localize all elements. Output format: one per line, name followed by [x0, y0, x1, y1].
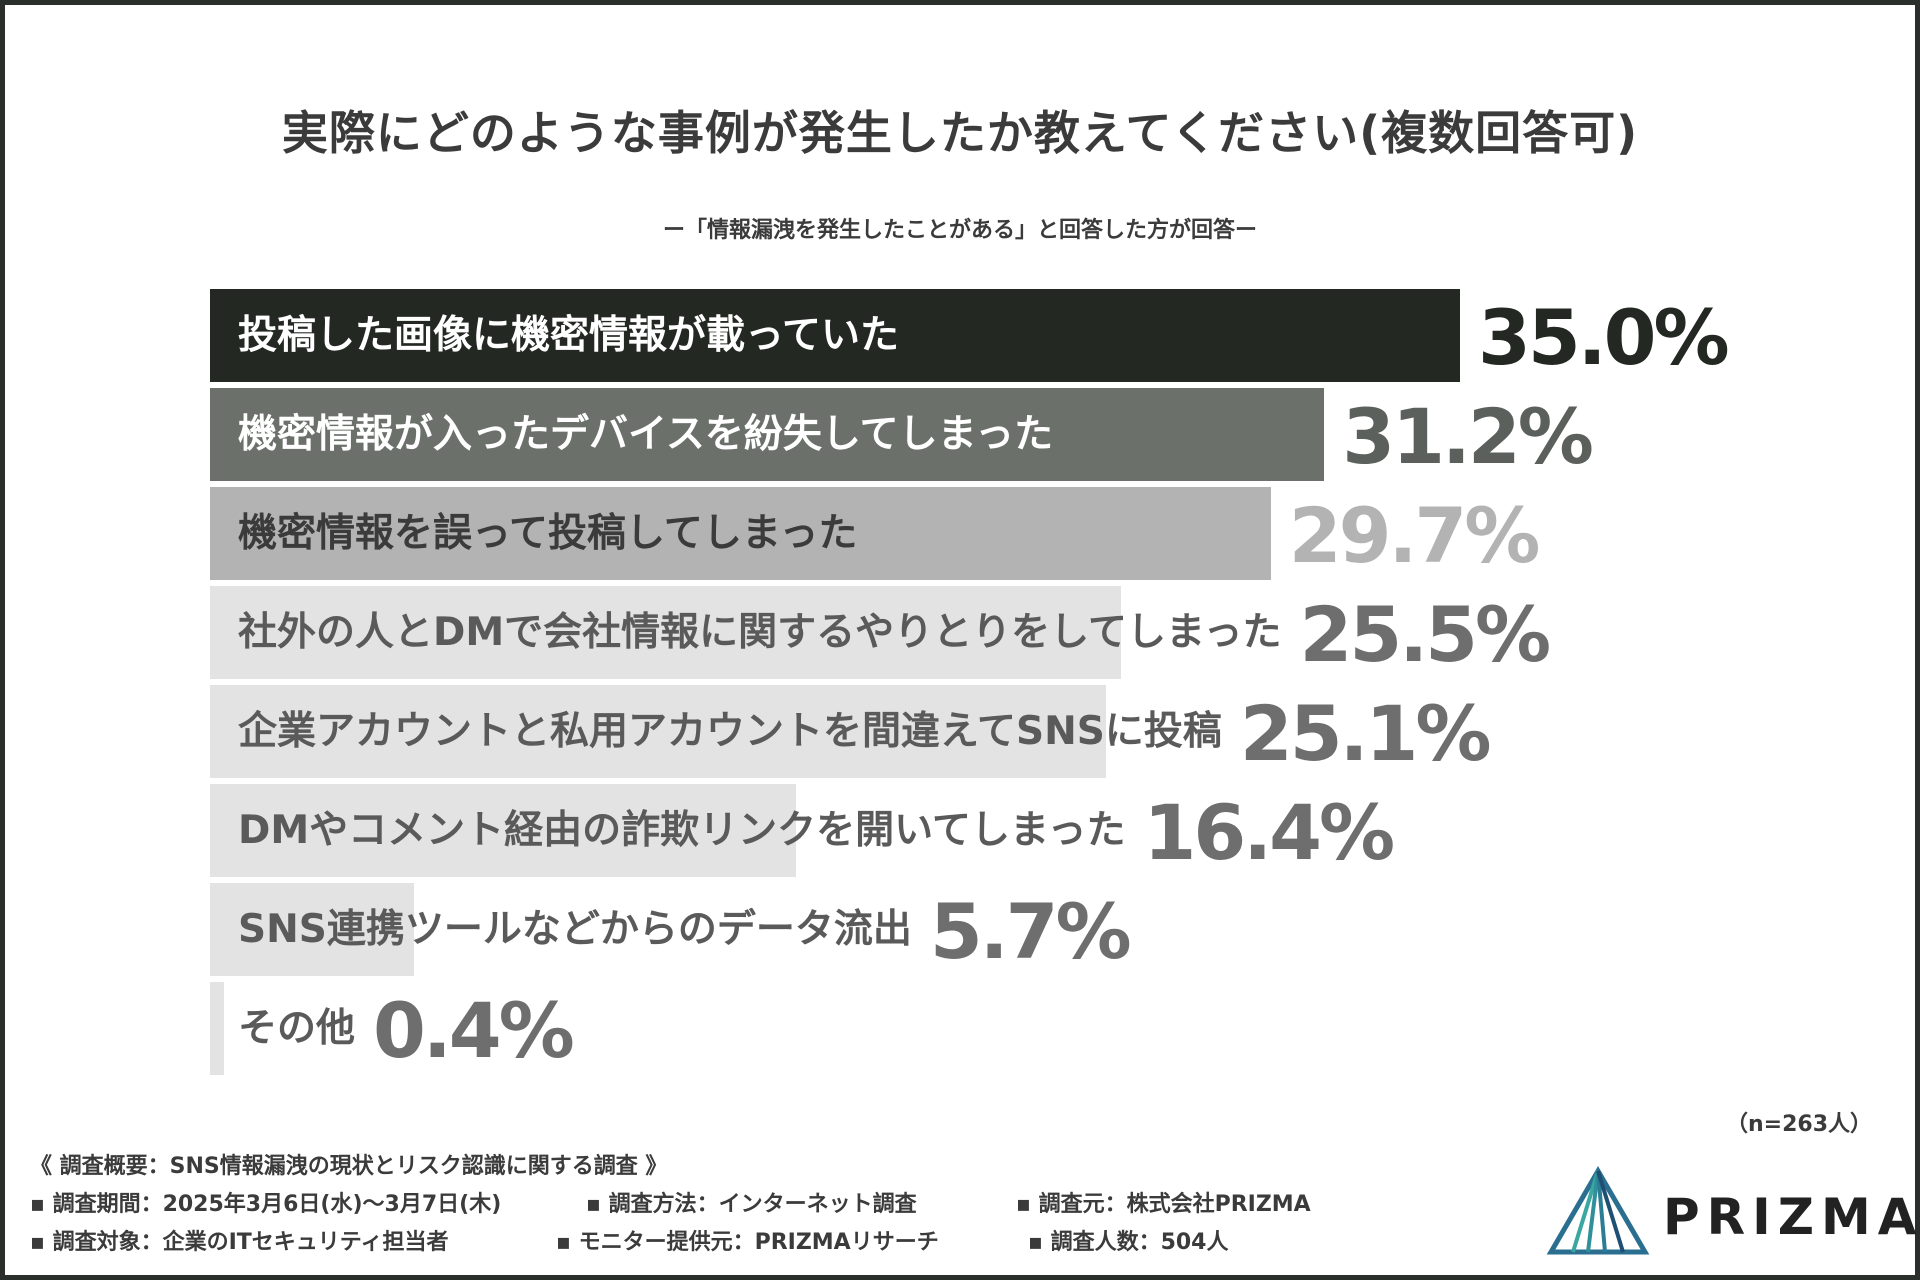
chart-subtitle: ー「情報漏洩を発生したことがある」と回答した方が回答ー [662, 218, 1257, 243]
prizma-mountain-icon [1546, 1166, 1650, 1255]
bar-label-8: その他 [238, 1006, 356, 1051]
sample-size: （n=263人） [1726, 1112, 1873, 1137]
bar-8 [210, 982, 225, 1075]
survey-target: ▪ 調査対象：企業のITセキュリティ担当者 [30, 1230, 449, 1255]
bar-5 [210, 685, 1107, 778]
bar-1 [210, 289, 1460, 382]
bar-label-3: 機密情報を誤って投稿してしまった [238, 511, 858, 556]
survey-source: ▪ 調査元：株式会社PRIZMA [1016, 1192, 1311, 1217]
bar-7 [210, 883, 414, 976]
bar-2 [210, 388, 1325, 481]
bar-value-8: 0.4% [373, 986, 575, 1075]
bar-label-4: 社外の人とDMで会社情報に関するやりとりをしてしまった [238, 610, 1282, 655]
bar-3 [210, 487, 1271, 580]
prizma-logo-text: PRIZMA [1663, 1188, 1920, 1246]
survey-heading: 《 調査概要：SNS情報漏洩の現状とリスク認識に関する調査 》 [30, 1154, 668, 1179]
bar-6 [210, 784, 796, 877]
survey-method: ▪ 調査方法：インターネット調査 [586, 1192, 917, 1217]
bar-label-5: 企業アカウントと私用アカウントを間違えてSNSに投稿 [238, 709, 1222, 754]
bar-value-6: 16.4% [1143, 788, 1395, 877]
bar-value-1: 35.0% [1478, 293, 1730, 382]
bar-4 [210, 586, 1121, 679]
survey-provider: ▪ モニター提供元：PRIZMAリサーチ [556, 1230, 939, 1255]
bar-value-3: 29.7% [1288, 491, 1541, 580]
prizma-logo: PRIZMA [1543, 1166, 1916, 1256]
chart-title: 実際にどのような事例が発生したか教えてください(複数回答可) [281, 106, 1639, 160]
bar-value-4: 25.5% [1299, 590, 1551, 679]
bar-label-1: 投稿した画像に機密情報が載っていた [238, 313, 900, 358]
bar-value-5: 25.1% [1239, 689, 1492, 778]
bar-label-7: SNS連携ツールなどからのデータ流出 [238, 907, 912, 952]
bar-value-2: 31.2% [1342, 392, 1594, 481]
bar-value-7: 5.7% [929, 887, 1132, 976]
bar-label-6: DMやコメント経由の詐欺リンクを開いてしまった [238, 808, 1126, 853]
survey-period: ▪ 調査期間：2025年3月6日(水)〜3月7日(木) [30, 1192, 502, 1217]
bar-label-2: 機密情報が入ったデバイスを紛失してしまった [238, 412, 1054, 457]
survey-count: ▪ 調査人数：504人 [1028, 1230, 1229, 1255]
